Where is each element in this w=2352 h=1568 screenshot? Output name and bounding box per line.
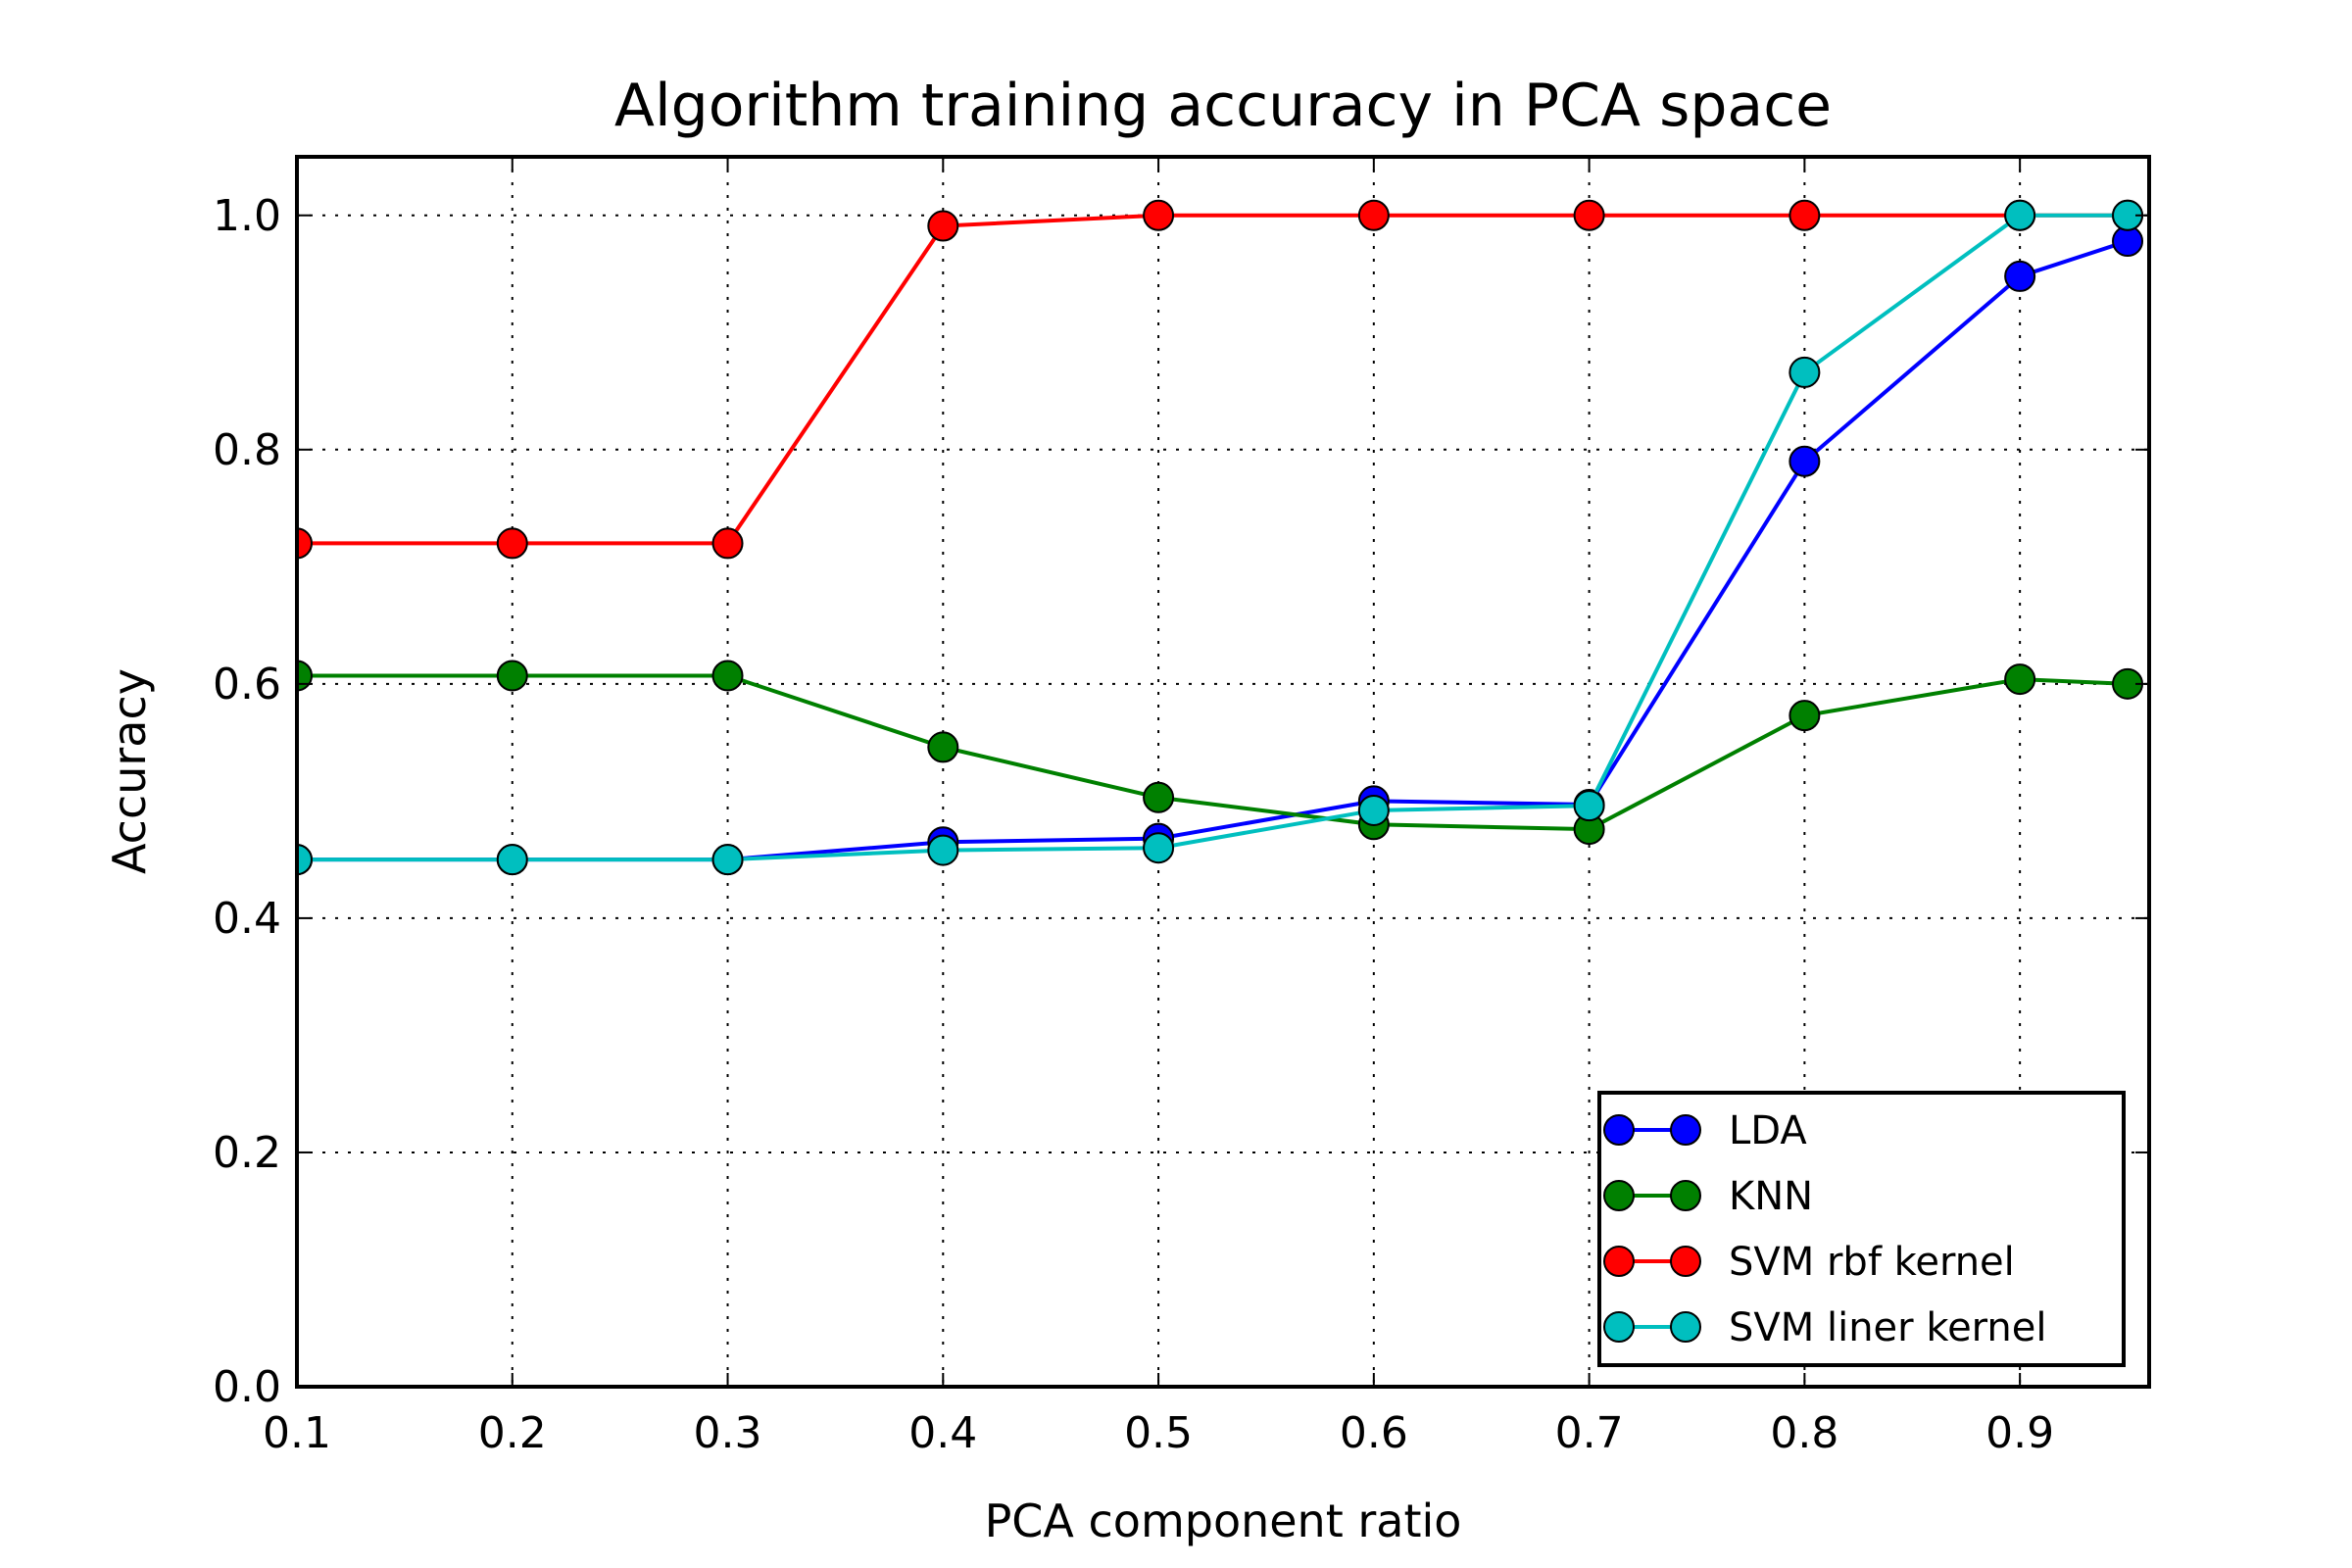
data-point [496,660,528,692]
legend-marker [1603,1246,1635,1277]
data-point [1788,445,1821,477]
data-point [711,660,744,692]
legend-marker [1603,1114,1635,1146]
y-tick-label: 0.2 [213,1128,281,1178]
data-point [1788,199,1821,231]
x-tick-label: 0.9 [1985,1408,2054,1458]
legend-label: SVM rbf kernel [1729,1240,2015,1285]
data-point [1143,832,1175,864]
y-tick-label: 0.8 [213,425,281,475]
x-tick-label: 0.7 [1555,1408,1624,1458]
legend-marker [1670,1311,1701,1343]
series-line [297,239,2129,862]
x-tick-label: 0.1 [263,1408,331,1458]
data-point [297,527,313,560]
x-tick-label: 0.4 [908,1408,977,1458]
data-point [496,844,528,876]
legend-marker [1670,1114,1701,1146]
x-tick-label: 0.6 [1340,1408,1408,1458]
series-line [297,673,2129,832]
legend-marker [1603,1180,1635,1211]
series-line [297,213,2129,862]
series-knn [297,660,2144,846]
legend-marker [1603,1311,1635,1343]
x-tick-label: 0.2 [478,1408,547,1458]
data-point [1357,199,1390,231]
x-tick-label: 0.5 [1124,1408,1193,1458]
data-point [496,527,528,560]
y-tick-label: 0.4 [213,894,281,944]
data-point [297,844,313,876]
data-point [711,527,744,560]
series-lda [297,225,2144,876]
series-svm-liner-kernel [297,199,2144,876]
legend-marker [1670,1246,1701,1277]
x-axis-label: PCA component ratio [985,1494,1462,1547]
data-point [1573,790,1605,822]
legend-label: KNN [1729,1174,1813,1219]
legend-entry: KNN [1603,1174,1813,1219]
y-tick-label: 1.0 [213,191,281,241]
x-tick-label: 0.8 [1770,1408,1838,1458]
data-point [1357,794,1390,826]
legend: LDA KNN SVM rbf kernel SVM liner kernel [1597,1091,2126,1367]
plot-series [297,199,2144,876]
data-point [1143,781,1175,813]
legend-label: SVM liner kernel [1729,1305,2047,1350]
y-tick-label: 0.0 [213,1362,281,1412]
series-line [297,213,2129,546]
data-point [927,210,959,242]
data-point [2004,199,2036,231]
chart-title: Algorithm training accuracy in PCA space [614,72,1832,140]
data-point [1573,199,1605,231]
data-point [2004,663,2036,696]
x-tick-label: 0.3 [694,1408,762,1458]
legend-entry: SVM rbf kernel [1603,1240,2015,1285]
data-point [2004,260,2036,292]
y-axis-label: Accuracy [103,668,156,874]
data-point [927,731,959,763]
series-svm-rbf-kernel [297,199,2144,560]
legend-label: LDA [1729,1108,1807,1153]
data-point [1788,356,1821,388]
data-point [1788,700,1821,732]
axis-ticks: 0.1 0.2 0.3 0.4 0.5 0.6 0.7 0.8 0.9 0.0 0.2 0.4 0.6 0… [213,157,2149,1458]
data-point [711,844,744,876]
data-point [1143,199,1175,231]
legend-marker [1670,1180,1701,1211]
legend-entry: SVM liner kernel [1603,1305,2047,1350]
plot-frame [295,155,2151,1389]
data-point [927,834,959,866]
y-tick-label: 0.6 [213,660,281,710]
legend-entry: LDA [1603,1108,1807,1153]
